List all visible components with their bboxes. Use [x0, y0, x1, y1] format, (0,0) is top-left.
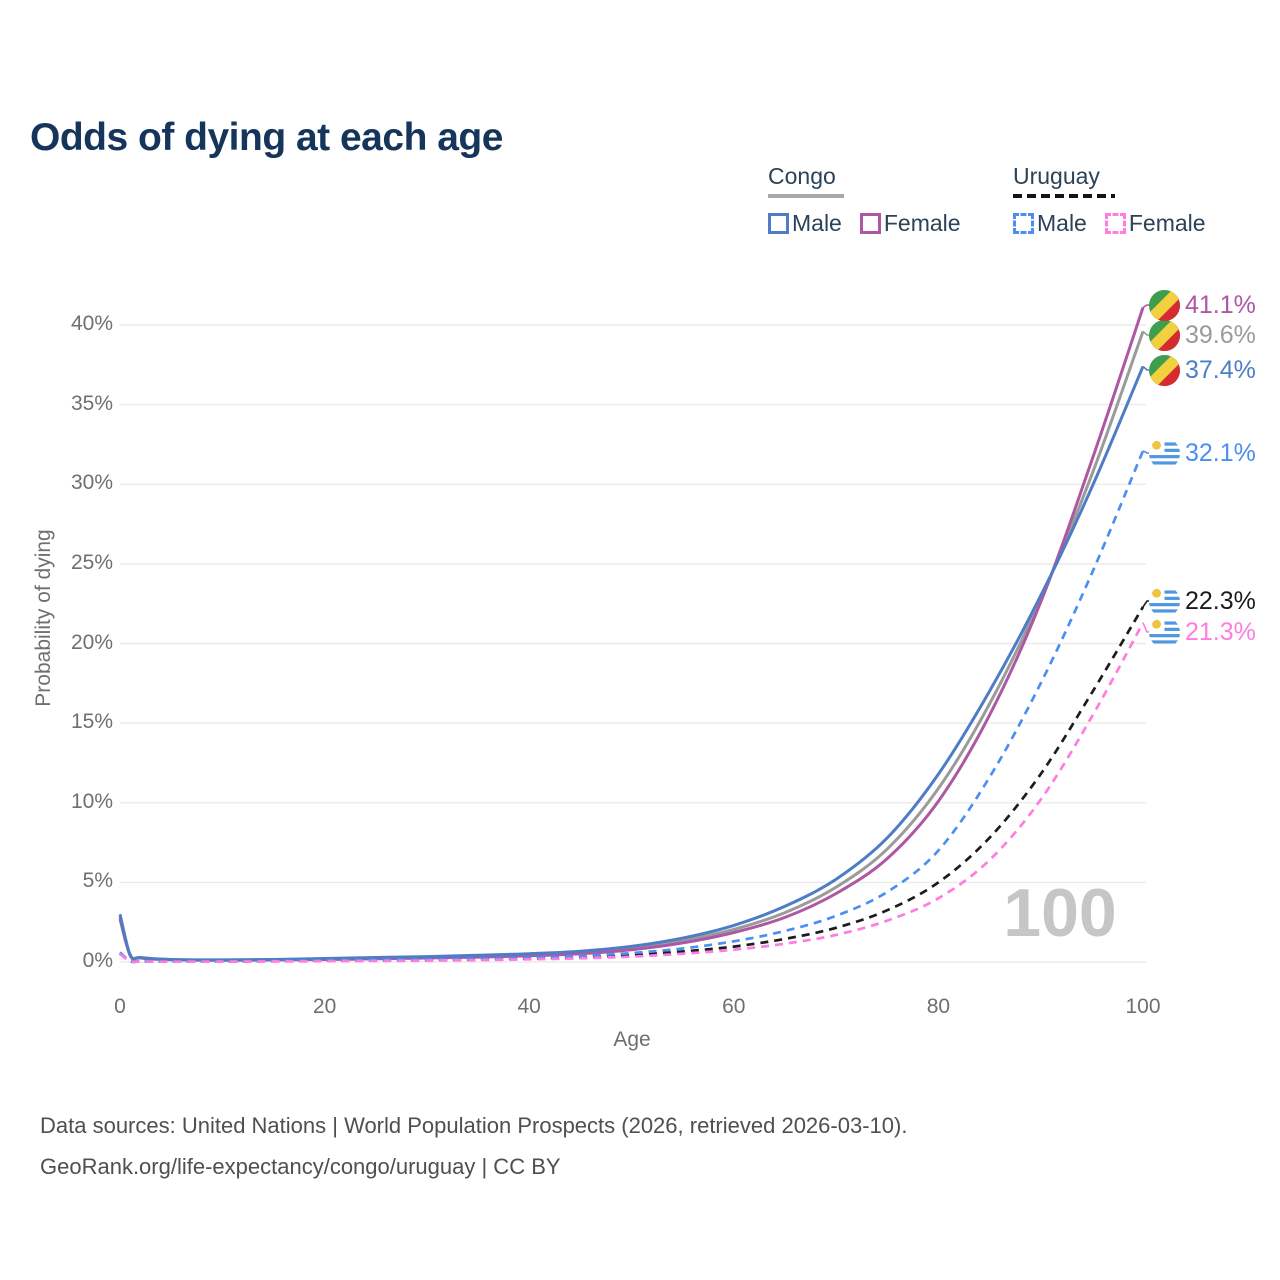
x-axis-title: Age: [613, 1028, 651, 1051]
series-line-uruguay-female: [119, 622, 1145, 964]
y-tick-label: 40%: [70, 312, 113, 335]
series-end-value: 32.1%: [1185, 438, 1256, 467]
x-tick-label: 0: [114, 995, 126, 1018]
age-counter-watermark: 100: [1003, 875, 1117, 951]
congo-female-swatch[interactable]: [859, 213, 881, 234]
uruguay-flag-icon: [1149, 585, 1180, 617]
series-end-value: 22.3%: [1185, 586, 1256, 615]
x-tick-label: 40: [517, 995, 541, 1018]
legend-label-uruguay-male[interactable]: Male: [1037, 210, 1087, 236]
x-tick-label: 100: [1125, 995, 1161, 1018]
congo-flag-icon: [1149, 354, 1180, 386]
uruguay-line-style-swatch: [1013, 194, 1115, 198]
x-tick-label: 80: [926, 995, 951, 1018]
y-tick-label: 10%: [70, 789, 113, 813]
footer-link[interactable]: GeoRank.org/life-expectancy/congo/urugua…: [40, 1154, 561, 1179]
legend-label-uruguay-female[interactable]: Female: [1128, 210, 1206, 236]
series-end-label: 22.3%: [1149, 584, 1256, 618]
y-tick-label: 0%: [82, 949, 113, 972]
chart-title: Odds of dying at each age: [30, 116, 503, 160]
x-tick-label: 20: [312, 995, 337, 1018]
legend-label-congo-male[interactable]: Male: [792, 210, 842, 236]
footer-sources: Data sources: United Nations | World Pop…: [40, 1113, 908, 1138]
uruguay-flag-icon: [1149, 437, 1180, 469]
x-tick-label: 60: [722, 995, 746, 1018]
y-tick-label: 25%: [70, 550, 113, 574]
series-end-label: 37.4%: [1149, 353, 1256, 387]
legend-group-uruguay: Uruguay Male Female: [1013, 163, 1206, 237]
legend-country-uruguay[interactable]: Uruguay: [1013, 163, 1100, 189]
series-end-label: 39.6%: [1149, 318, 1256, 352]
uruguay-female-swatch[interactable]: [1104, 213, 1126, 234]
y-axis-title: Probability of dying: [32, 529, 55, 707]
footer: Data sources: United Nations | World Pop…: [40, 1105, 907, 1187]
y-tick-label: 20%: [70, 630, 113, 654]
series-line-uruguay-both-sexes: [119, 606, 1145, 964]
series-line-congo-male: [118, 365, 1145, 962]
series-end-value: 39.6%: [1185, 320, 1256, 349]
series-end-label: 21.3%: [1149, 615, 1256, 649]
legend-label-congo-female[interactable]: Female: [883, 210, 961, 236]
congo-male-swatch[interactable]: [768, 213, 789, 234]
series-end-value: 41.1%: [1185, 290, 1256, 319]
series-line-congo-female: [118, 307, 1145, 962]
uruguay-male-swatch[interactable]: [1013, 213, 1034, 234]
y-tick-label: 35%: [70, 391, 113, 415]
series-end-value: 21.3%: [1185, 617, 1256, 646]
y-tick-label: 30%: [70, 471, 113, 495]
y-tick-label: 5%: [82, 869, 113, 893]
y-tick-label: 15%: [70, 710, 113, 734]
congo-flag-icon: [1149, 289, 1180, 321]
series-end-label: 32.1%: [1149, 436, 1256, 470]
legend-country-congo[interactable]: Congo: [768, 163, 836, 189]
uruguay-flag-icon: [1149, 616, 1180, 648]
series-line-congo-both-sexes: [118, 330, 1145, 962]
congo-flag-icon: [1149, 319, 1180, 351]
congo-line-style-swatch: [768, 194, 844, 198]
series-end-value: 37.4%: [1185, 355, 1256, 384]
series-end-label: 41.1%: [1149, 288, 1256, 322]
legend-group-congo: Congo Male Female: [768, 163, 961, 237]
